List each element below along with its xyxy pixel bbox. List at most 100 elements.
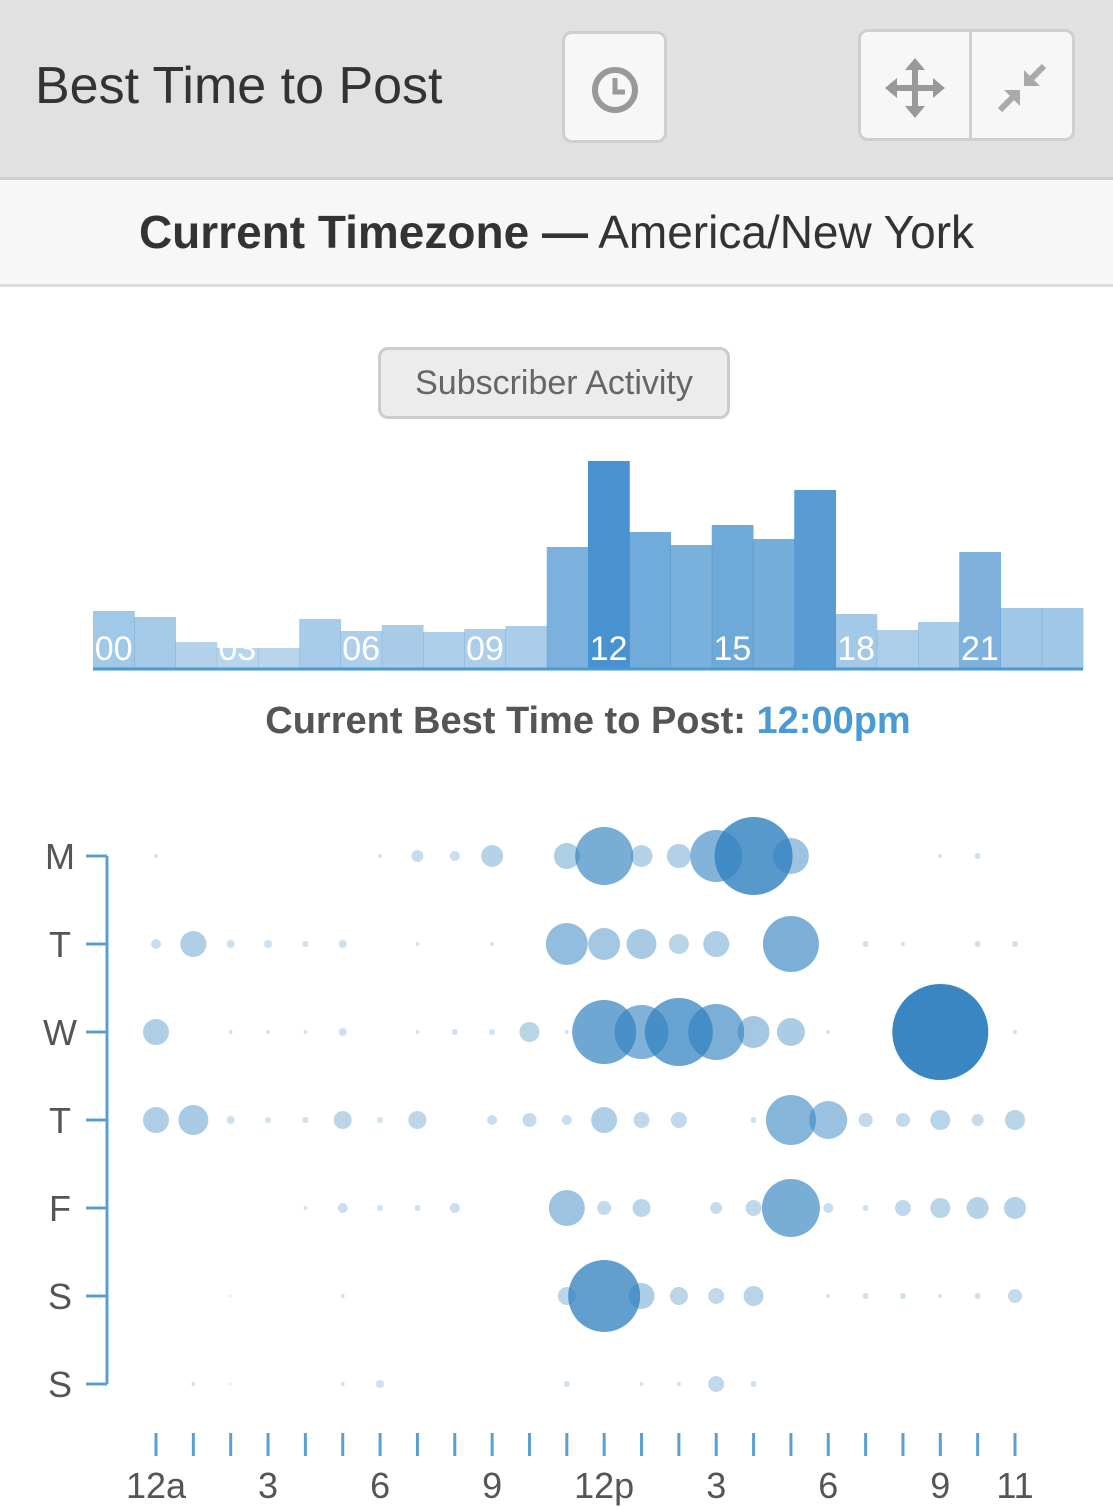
- bubble: [303, 1030, 308, 1034]
- bubble: [266, 1030, 271, 1034]
- histogram-bar: [835, 614, 878, 669]
- bubble: [415, 942, 420, 946]
- histogram-label: 06: [342, 630, 380, 668]
- bubble: [666, 844, 691, 868]
- bubble: [668, 934, 689, 954]
- bubble: [519, 1022, 540, 1042]
- bubble: [895, 1113, 910, 1127]
- bubble: [743, 1286, 764, 1306]
- x-tick-label: 3: [706, 1465, 726, 1506]
- best-time-value: 12:00pm: [756, 700, 911, 742]
- bubble: [154, 854, 158, 858]
- bubble: [745, 1200, 762, 1216]
- day-label: W: [43, 1012, 77, 1053]
- collapse-button[interactable]: [969, 29, 1075, 141]
- x-tick-label: 12p: [574, 1465, 634, 1506]
- best-time-label: Current Best Time to Post:: [265, 700, 746, 742]
- histogram-bar: [753, 539, 795, 669]
- bubble: [143, 1019, 169, 1045]
- bubble: [626, 929, 657, 959]
- histogram-label: 03: [218, 630, 256, 668]
- bubble: [226, 940, 235, 948]
- bubble: [632, 1199, 651, 1217]
- clock-icon: [592, 67, 638, 113]
- day-label: F: [49, 1188, 71, 1229]
- bubble: [938, 854, 943, 858]
- bubble: [415, 1030, 420, 1034]
- bubble: [265, 1117, 272, 1123]
- subscriber-activity-button[interactable]: Subscriber Activity: [378, 347, 730, 419]
- timezone-label: Current Timezone —: [138, 206, 588, 258]
- bubble: [337, 1203, 348, 1213]
- histogram-bar: [505, 626, 548, 669]
- histogram-label: 00: [95, 630, 133, 668]
- bubble: [548, 1190, 585, 1226]
- bubble: [630, 845, 653, 867]
- bubble: [858, 1113, 873, 1127]
- day-label: S: [48, 1364, 72, 1405]
- histogram-bar: [258, 648, 300, 669]
- bubble: [143, 1107, 169, 1133]
- histogram-bar: [93, 611, 135, 669]
- bubble: [823, 1203, 834, 1213]
- bubble: [974, 941, 981, 947]
- bubble: [772, 838, 809, 874]
- bubble: [971, 1114, 984, 1126]
- bubble: [414, 1205, 421, 1211]
- x-tick-label: 9: [482, 1465, 502, 1506]
- histogram-bar: [299, 619, 341, 669]
- bubble: [892, 984, 989, 1080]
- bubble: [377, 1117, 384, 1123]
- bubble: [708, 1288, 725, 1304]
- bubble: [178, 1105, 209, 1135]
- bubble: [568, 1260, 641, 1332]
- bubble: [762, 916, 819, 972]
- x-tick-label: 12a: [126, 1465, 187, 1506]
- x-tick-label: 11: [996, 1465, 1033, 1506]
- bubble: [449, 1203, 460, 1213]
- bubble: [714, 817, 793, 895]
- histogram-bar: [216, 648, 259, 669]
- bubble: [191, 1382, 196, 1386]
- histogram-bar: [588, 461, 630, 669]
- histogram-bar: [959, 552, 1001, 669]
- title: Best Time to Post: [35, 57, 443, 115]
- bubble: [688, 1004, 745, 1060]
- bubble: [553, 843, 580, 869]
- bubble: [1005, 1110, 1025, 1130]
- bubble: [750, 1381, 757, 1387]
- bubble: [302, 1117, 309, 1123]
- histogram-bar: [546, 547, 589, 669]
- bubble: [750, 1117, 757, 1123]
- history-button[interactable]: [562, 31, 667, 143]
- bubble: [862, 941, 869, 947]
- move-icon: [885, 58, 945, 118]
- histogram-bar: [670, 545, 713, 669]
- histogram-bar: [711, 525, 754, 669]
- bubble: [826, 1030, 831, 1034]
- bubble: [575, 827, 634, 885]
- histogram-bar: [1041, 608, 1084, 669]
- bubble: [489, 1029, 496, 1035]
- bubble: [487, 1115, 498, 1125]
- bubble: [862, 1293, 869, 1299]
- histogram-bar: [423, 632, 465, 669]
- histogram-bar: [464, 629, 506, 669]
- bubble: [264, 940, 273, 948]
- timezone-bar: Current Timezone — America/New York: [0, 180, 1113, 287]
- bubble: [522, 1113, 537, 1127]
- bubble: [451, 1029, 458, 1035]
- histogram-bar: [134, 617, 176, 669]
- histogram-bar: [1000, 608, 1043, 669]
- bubble: [226, 1116, 235, 1124]
- bubble: [1004, 1197, 1026, 1219]
- bubble: [826, 1294, 831, 1298]
- bubble: [228, 1030, 233, 1034]
- bubble: [340, 1294, 345, 1298]
- bubble: [564, 1030, 569, 1034]
- bubble: [633, 1112, 650, 1128]
- day-label: S: [48, 1276, 72, 1317]
- bubble: [490, 942, 495, 946]
- bubble: [862, 1205, 869, 1211]
